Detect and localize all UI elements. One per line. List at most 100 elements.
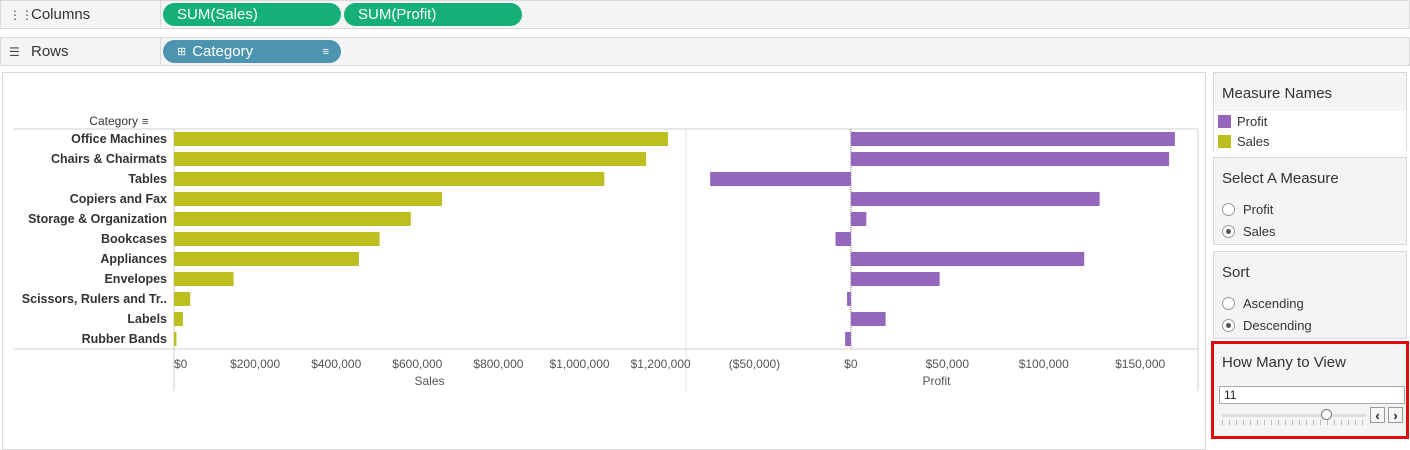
select-measure-card: Select A Measure Profit Sales xyxy=(1213,157,1407,245)
sales-tick-label: $800,000 xyxy=(473,357,523,371)
sales-bar xyxy=(174,152,647,166)
how-many-slider-thumb[interactable] xyxy=(1320,409,1332,420)
rows-shelf: ☰ Rows ⊞ Category ≡ xyxy=(0,37,1410,66)
sort-title: Sort xyxy=(1222,264,1250,281)
sum-profit-pill-text: SUM(Profit) xyxy=(358,6,437,23)
rows-shelf-label: ☰ Rows xyxy=(1,38,161,65)
columns-label-text: Columns xyxy=(31,6,91,23)
category-label: Bookcases xyxy=(101,232,167,246)
sort-indicator-icon: ≡ xyxy=(322,45,329,58)
category-label: Scissors, Rulers and Tr.. xyxy=(22,292,167,306)
sum-profit-pill[interactable]: SUM(Profit) xyxy=(344,3,522,26)
profit-bar xyxy=(850,272,940,286)
expand-icon: ⊞ xyxy=(177,46,187,58)
sales-bar xyxy=(174,272,234,286)
sales-tick-label: $200,000 xyxy=(230,357,280,371)
profit-bar xyxy=(850,212,867,226)
how-many-slider-track[interactable] xyxy=(1222,414,1366,417)
profit-tick-label: $0 xyxy=(844,357,858,371)
category-label: Envelopes xyxy=(104,272,167,286)
measure-option-profit-label: Profit xyxy=(1243,201,1274,217)
increment-button[interactable]: › xyxy=(1388,407,1403,423)
columns-shelf-label: ⋮⋮ Columns xyxy=(1,1,161,28)
sales-bar xyxy=(174,192,443,206)
category-label: Office Machines xyxy=(71,132,167,146)
profit-bar xyxy=(710,172,851,186)
chart-svg: Category ≡ Office Machines Chairs & Chairma… xyxy=(13,114,1199,391)
radio-ascending[interactable] xyxy=(1222,296,1235,310)
category-label: Rubber Bands xyxy=(82,332,167,346)
category-label: Labels xyxy=(127,312,167,326)
sales-bar xyxy=(174,132,668,146)
sales-bar xyxy=(174,232,380,246)
profit-tick-label: ($50,000) xyxy=(729,357,780,371)
legend-item-sales-label: Sales xyxy=(1237,133,1270,149)
profit-bar xyxy=(847,292,851,306)
radio-sales[interactable] xyxy=(1222,224,1235,238)
profit-tick-label: $150,000 xyxy=(1115,357,1165,371)
profit-swatch xyxy=(1218,114,1231,128)
sort-card: Sort Ascending Descending xyxy=(1213,251,1407,339)
category-label: Chairs & Chairmats xyxy=(51,152,167,166)
sort-option-ascending-label: Ascending xyxy=(1243,295,1304,311)
chart-view: Category ≡ Office Machines Chairs & Chairma… xyxy=(2,72,1206,450)
measure-names-legend: Measure Names Profit Sales xyxy=(1213,72,1407,151)
profit-bar xyxy=(850,252,1085,266)
radio-descending[interactable] xyxy=(1222,318,1235,332)
how-many-input[interactable]: 11 xyxy=(1219,386,1405,404)
sales-swatch xyxy=(1218,134,1231,148)
measure-option-sales[interactable]: Sales xyxy=(1214,220,1406,242)
sales-bar xyxy=(174,292,191,306)
profit-bar xyxy=(845,332,851,346)
sum-sales-pill-text: SUM(Sales) xyxy=(177,6,258,23)
legend-item-profit[interactable]: Profit xyxy=(1214,111,1406,131)
sales-bar xyxy=(174,332,177,346)
chevron-right-icon: › xyxy=(1393,407,1398,423)
decrement-button[interactable]: ‹ xyxy=(1370,407,1385,423)
measure-option-sales-label: Sales xyxy=(1243,223,1276,239)
sales-tick-label: $600,000 xyxy=(392,357,442,371)
measure-option-profit[interactable]: Profit xyxy=(1214,198,1406,220)
profit-tick-label: $50,000 xyxy=(926,357,970,371)
sales-bar xyxy=(174,212,411,226)
slider-ticks xyxy=(1222,420,1368,425)
row-header-label: Category xyxy=(89,114,138,128)
radio-profit[interactable] xyxy=(1222,202,1235,216)
category-label: Appliances xyxy=(100,252,167,266)
sales-bar xyxy=(174,252,359,266)
columns-icon: ⋮⋮ xyxy=(9,7,33,22)
rows-label-text: Rows xyxy=(31,43,69,60)
rows-icon: ☰ xyxy=(9,44,20,59)
legend-item-sales[interactable]: Sales xyxy=(1214,131,1406,151)
sales-bar xyxy=(174,172,605,186)
profit-bar xyxy=(850,152,1170,166)
profit-bar xyxy=(850,132,1175,146)
category-pill[interactable]: ⊞ Category ≡ xyxy=(163,40,341,63)
category-label: Copiers and Fax xyxy=(70,192,167,206)
sales-tick-label: $0 xyxy=(174,357,188,371)
category-label: Tables xyxy=(128,172,167,186)
sales-axis-title: Sales xyxy=(414,374,444,388)
sales-bar xyxy=(174,312,183,326)
chevron-left-icon: ‹ xyxy=(1375,407,1380,423)
sort-option-descending-label: Descending xyxy=(1243,317,1312,333)
columns-shelf: ⋮⋮ Columns SUM(Sales) SUM(Profit) xyxy=(0,0,1410,29)
sales-tick-label: $1,000,000 xyxy=(550,357,610,371)
row-header-sort-icon: ≡ xyxy=(142,116,148,128)
legend-title: Measure Names xyxy=(1222,85,1333,102)
legend-item-profit-label: Profit xyxy=(1237,113,1268,129)
category-pill-text: Category xyxy=(192,43,254,60)
how-many-to-view-card: How Many to View 11 ‹ › xyxy=(1211,341,1409,439)
how-many-title: How Many to View xyxy=(1222,354,1346,371)
profit-axis-title: Profit xyxy=(922,374,951,388)
profit-bar xyxy=(850,192,1100,206)
profit-bar xyxy=(835,232,851,246)
sales-tick-label: $1,200,000 xyxy=(631,357,691,371)
category-label: Storage & Organization xyxy=(28,212,167,226)
profit-bar xyxy=(850,312,886,326)
profit-tick-label: $100,000 xyxy=(1019,357,1069,371)
sort-option-ascending[interactable]: Ascending xyxy=(1214,292,1406,314)
sum-sales-pill[interactable]: SUM(Sales) xyxy=(163,3,341,26)
sort-option-descending[interactable]: Descending xyxy=(1214,314,1406,336)
select-measure-title: Select A Measure xyxy=(1222,170,1339,187)
